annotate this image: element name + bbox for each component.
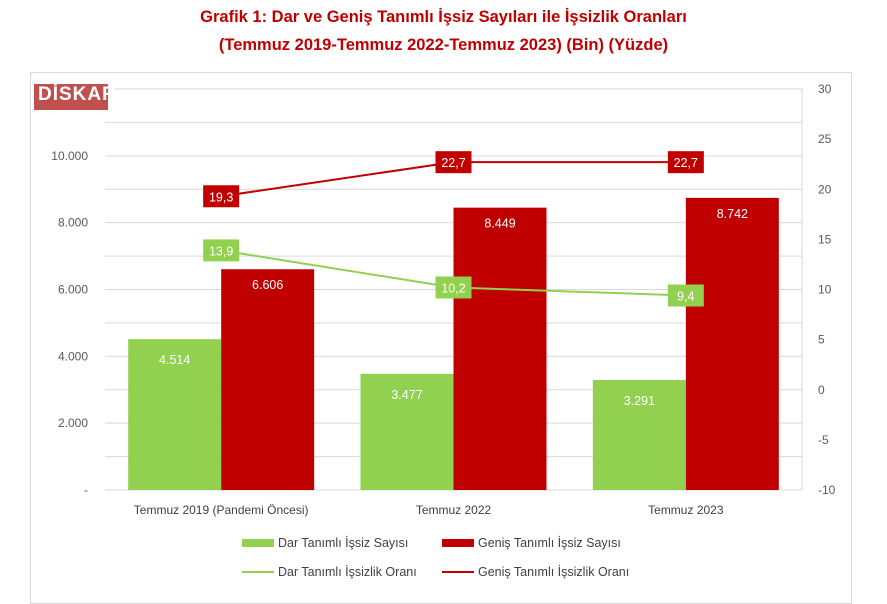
left-tick-label: 2.000 [58,416,88,430]
left-tick-label: 4.000 [58,349,88,363]
legend-swatch [242,539,274,547]
right-tick-label: 20 [818,182,832,196]
line-label-box [203,185,240,208]
right-tick-label: 10 [818,283,832,297]
bar-data-label: 3.477 [391,388,422,402]
category-label: Temmuz 2023 [648,503,724,517]
legend-label: Dar Tanımlı İşsiz Sayısı [278,536,408,550]
legend-swatch [442,539,474,547]
bar-data-label: 8.742 [717,207,748,221]
line-label-box [203,239,240,262]
line-data-label: 22,7 [441,156,465,170]
left-tick-label: 8.000 [58,216,88,230]
dar-bar [592,380,686,490]
line-data-label: 13,9 [209,244,233,258]
line-data-label: 19,3 [209,190,233,204]
category-label: Temmuz 2019 (Pandemi Öncesi) [134,503,309,517]
chart: - 2.000 4.000 6.000 8.000 10.000 -10 -5 0 5 10 15 20… [51,82,836,579]
bar-data-label: 6.606 [252,278,283,292]
geniş-bar [453,207,547,490]
line-data-label: 9,4 [677,290,694,304]
dar-bar [128,339,222,490]
line-label-box [667,284,704,307]
chart-title-line1: Grafik 1: Dar ve Geniş Tanımlı İşsiz Say… [200,8,687,26]
right-tick-label: 5 [818,333,825,347]
line-label-box [435,276,472,299]
line-label-box [667,151,704,174]
line-label-box [435,151,472,174]
legend-label: Dar Tanımlı İşsizlik Oranı [278,565,417,579]
left-tick-label: 6.000 [58,283,88,297]
bar-data-label: 3.291 [624,394,655,408]
right-tick-label: 25 [818,132,832,146]
bar-data-label: 4.514 [159,353,190,367]
line-data-label: 10,2 [441,281,465,295]
chart-title-line2: (Temmuz 2019-Temmuz 2022-Temmuz 2023) (B… [218,36,669,54]
legend-label: Geniş Tanımlı İşsiz Sayısı [478,536,621,550]
line-data-label: 22,7 [674,156,698,170]
right-tick-label: 15 [818,232,832,246]
left-tick-label: - [84,483,88,497]
category-label: Temmuz 2022 [416,503,492,517]
diskar-logo: DİSKAR. [34,84,116,110]
right-tick-label: -5 [818,433,829,447]
legend-label: Geniş Tanımlı İşsizlik Oranı [478,565,629,579]
bar-data-label: 8.449 [484,217,515,231]
right-tick-label: 30 [818,82,832,96]
geniş-bar [221,269,315,490]
dar-bar [360,373,454,490]
right-tick-label: -10 [818,483,836,497]
right-tick-label: 0 [818,383,825,397]
geniş-bar [685,197,779,490]
left-tick-label: 10.000 [51,149,88,163]
